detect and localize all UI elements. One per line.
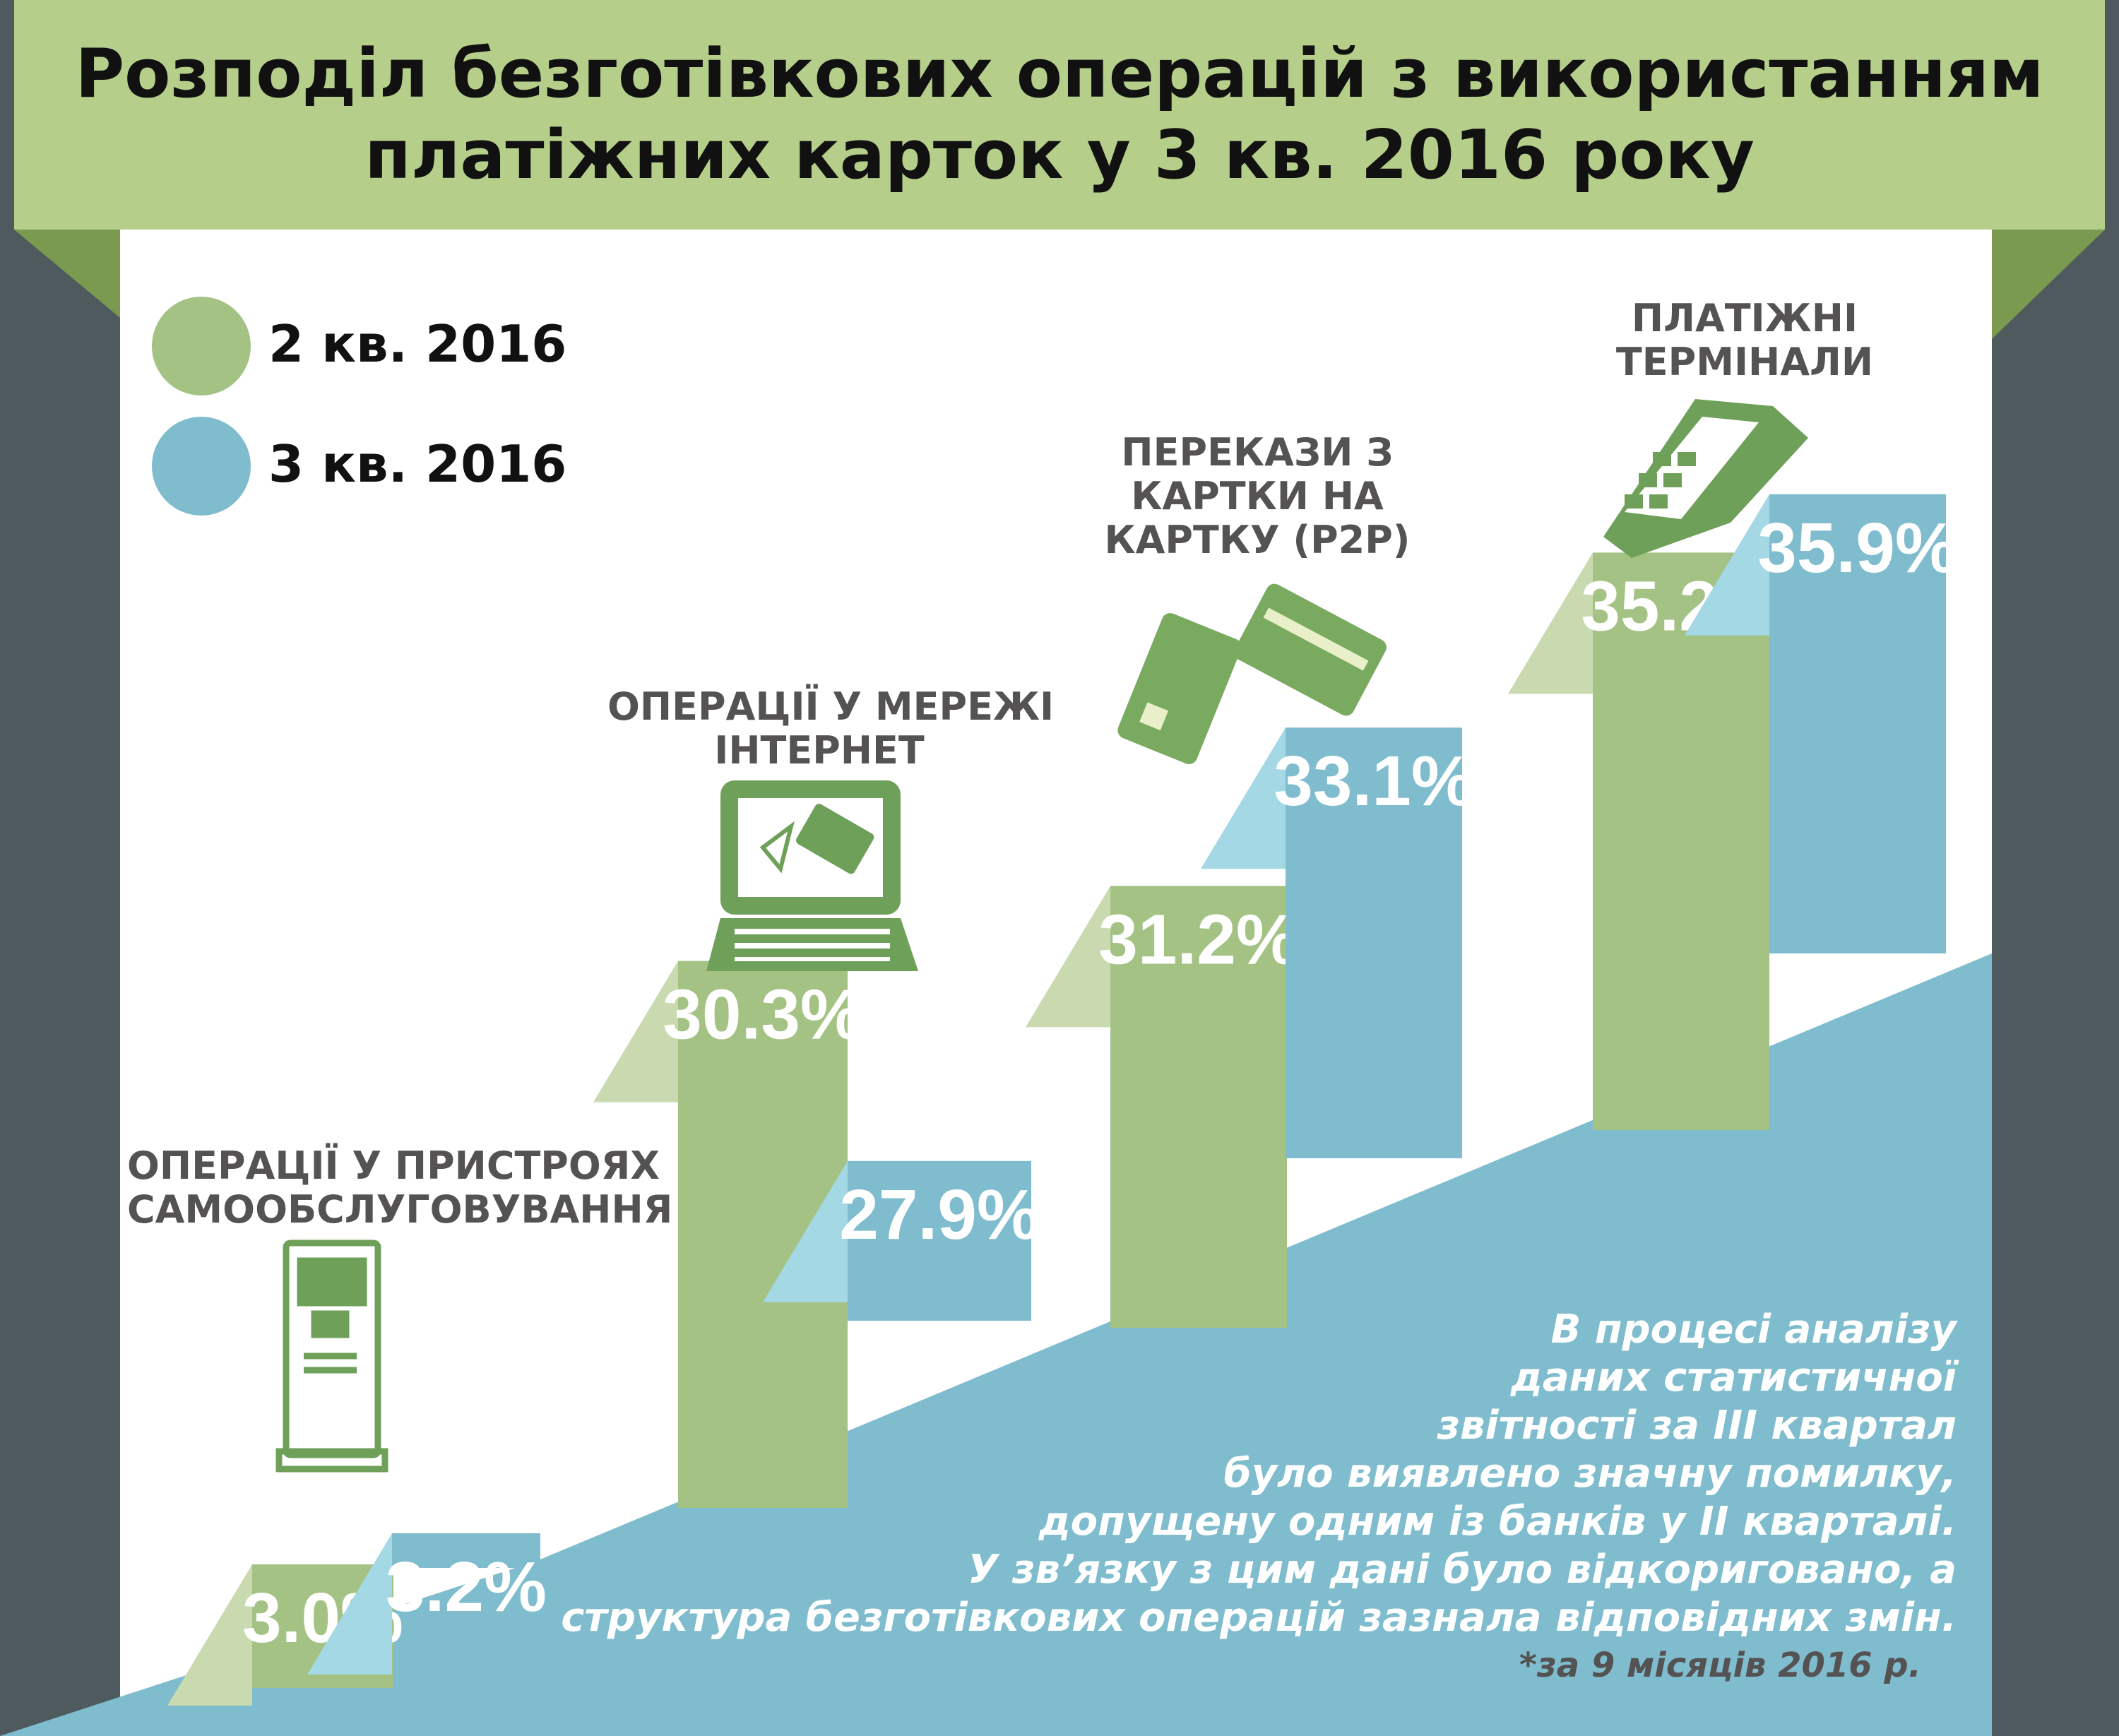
bar-q3 bbox=[1286, 727, 1462, 1158]
bar-wedge-q2 bbox=[167, 1564, 252, 1706]
category-label-line: САМООБСЛУГОВУВАННЯ bbox=[127, 1187, 673, 1232]
category-label-line: КАРТКУ (Р2Р) bbox=[1104, 518, 1411, 562]
category-label-line: ОПЕРАЦІЇ У МЕРЕЖІ bbox=[607, 684, 1055, 729]
value-label-q3: 33.1% bbox=[1274, 742, 1474, 821]
category-label-line: ПЕРЕКАЗИ З bbox=[1121, 430, 1394, 475]
bar-q2 bbox=[1110, 886, 1287, 1328]
bar-wedge-q2 bbox=[1508, 552, 1593, 694]
legend-label-q2: 2 кв. 2016 bbox=[268, 314, 567, 374]
category-label-line: ОПЕРАЦІЇ У ПРИСТРОЯХ bbox=[127, 1143, 660, 1188]
note-line: даних статистичної bbox=[1510, 1355, 1957, 1401]
bar-q3 bbox=[1769, 494, 1946, 953]
category-label-line: КАРТКИ НА bbox=[1131, 474, 1384, 518]
bar-wedge-q2 bbox=[593, 961, 678, 1102]
bar-wedge-q3 bbox=[1685, 494, 1769, 636]
footnote: *за 9 місяців 2016 р. bbox=[1519, 1646, 1921, 1685]
value-label-q3: 27.9% bbox=[839, 1175, 1040, 1254]
note-line: структура безготівкових операцій зазнала… bbox=[561, 1595, 1957, 1641]
value-label-q3: 35.9% bbox=[1757, 509, 1958, 588]
chart-title-line-2: платіжних карток у 3 кв. 2016 року bbox=[364, 117, 1755, 194]
legend-swatch-q3 bbox=[152, 417, 251, 516]
category-label-line: ПЛАТІЖНІ bbox=[1631, 296, 1858, 340]
value-label-q2: 30.3% bbox=[663, 975, 863, 1054]
bank-cards-icon bbox=[1117, 583, 1387, 764]
value-label-q3: 3.2% bbox=[386, 1547, 547, 1627]
bar-wedge-q3 bbox=[763, 1160, 848, 1302]
category-label-p2p: ПЕРЕКАЗИ З КАРТКИ НА КАРТКУ (Р2Р) bbox=[1081, 431, 1434, 562]
bar-wedge-q3 bbox=[1201, 727, 1286, 869]
category-label-self-service: ОПЕРАЦІЇ У ПРИСТРОЯХ САМООБСЛУГОВУВАННЯ bbox=[127, 1143, 673, 1232]
payment-terminal-icon bbox=[1603, 399, 1808, 558]
note-line: звітності за ІІІ квартал bbox=[1437, 1403, 1957, 1449]
bar-wedge-q2 bbox=[1026, 886, 1110, 1028]
note-line: В процесі аналізу bbox=[1550, 1307, 1957, 1352]
legend-swatch-q2 bbox=[152, 297, 251, 396]
bar-q2 bbox=[1593, 552, 1769, 1130]
legend-label-q3: 3 кв. 2016 bbox=[268, 434, 567, 494]
note-line: було виявлено значну помилку, bbox=[1223, 1451, 1957, 1497]
category-label-internet: ОПЕРАЦІЇ У МЕРЕЖІ ІНТЕРНЕТ bbox=[607, 684, 1055, 773]
atm-icon bbox=[275, 1239, 388, 1473]
laptop-icon bbox=[706, 780, 918, 971]
note-line: У зв’язку з цим дані було відкориговано,… bbox=[968, 1547, 1957, 1593]
bar-q3 bbox=[848, 1160, 1031, 1321]
ribbon-fold-left bbox=[14, 230, 120, 318]
value-label-q2: 31.2% bbox=[1098, 900, 1299, 979]
ribbon-fold-right bbox=[1992, 230, 2105, 339]
category-label-terminals: ПЛАТІЖНІ ТЕРМІНАЛИ bbox=[1589, 297, 1900, 384]
note-line: допущену одним із банків у ІІ кварталі. bbox=[1038, 1499, 1957, 1545]
staircase-base bbox=[0, 953, 1992, 1736]
bar-q3 bbox=[392, 1533, 540, 1568]
bar-wedge-q3 bbox=[307, 1533, 392, 1675]
title-banner bbox=[14, 0, 2105, 230]
category-label-line: ІНТЕРНЕТ bbox=[714, 728, 925, 773]
chart-title-line-1: Розподіл безготівкових операцій з викори… bbox=[75, 35, 2044, 113]
category-label-line: ТЕРМІНАЛИ bbox=[1615, 340, 1874, 384]
